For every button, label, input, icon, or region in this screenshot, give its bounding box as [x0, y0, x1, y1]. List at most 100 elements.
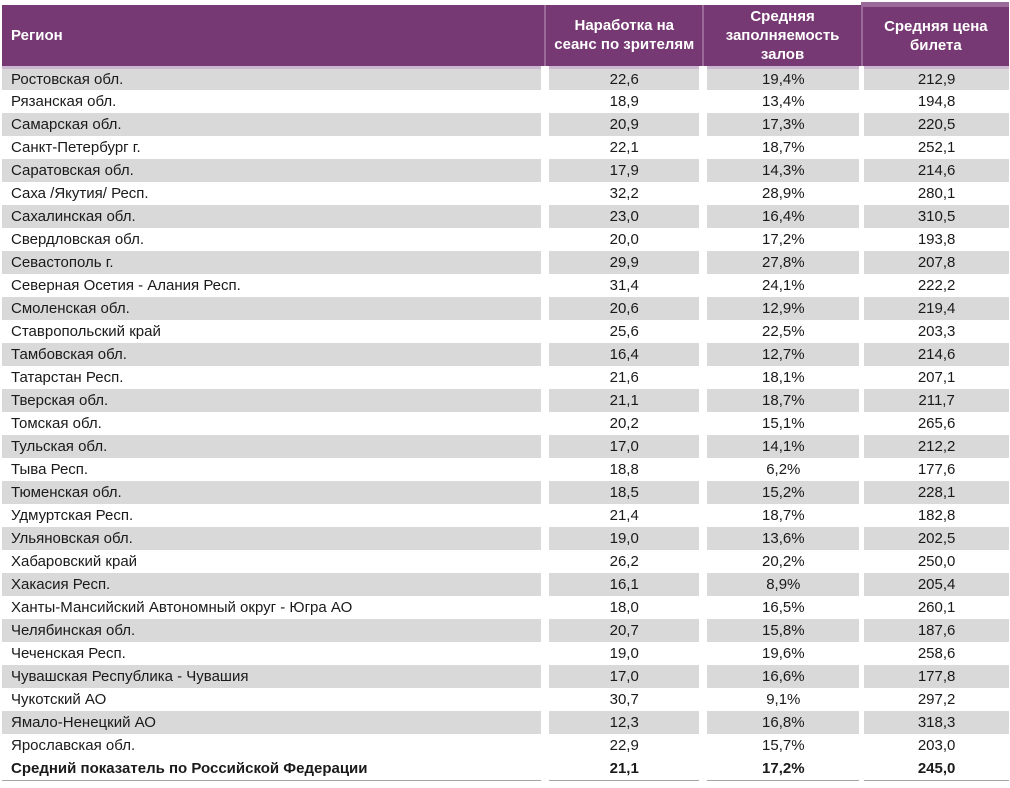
cell-ticket-price: 252,1 [859, 136, 1009, 159]
cell-per-session-attendance: 31,4 [541, 274, 704, 297]
cell-ticket-price: 177,6 [859, 458, 1009, 481]
cell-occupancy: 19,4% [699, 67, 862, 90]
cell-region: Средний показатель по Российской Федерац… [11, 759, 368, 777]
table-total-row: Средний показатель по Российской Федерац… [2, 757, 1009, 780]
cell-per-session-attendance: 25,6 [541, 320, 704, 343]
col-header-region: Регион [2, 4, 546, 69]
table-row: Хакасия Респ. 16,1 8,9% 205,4 [2, 573, 1009, 596]
cell-per-session-attendance: 19,0 [541, 642, 704, 665]
cell-region: Тыва Респ. [11, 461, 89, 478]
cell-region: Сахалинская обл. [11, 208, 136, 225]
cell-occupancy: 9,1% [699, 688, 862, 711]
cell-region: Тамбовская обл. [11, 346, 127, 363]
cell-ticket-price: 203,3 [859, 320, 1009, 343]
cell-occupancy: 17,2% [699, 757, 862, 780]
cell-region: Рязанская обл. [11, 93, 117, 110]
cell-occupancy: 27,8% [699, 251, 862, 274]
cell-occupancy: 18,7% [699, 389, 862, 412]
cell-region: Хакасия Респ. [11, 576, 111, 593]
table-row: Хабаровский край 26,2 20,2% 250,0 [2, 550, 1009, 573]
col-header-occupancy: Средняя заполняемость залов [702, 4, 862, 69]
table-row: Санкт-Петербург г. 22,1 18,7% 252,1 [2, 136, 1009, 159]
cell-region: Тульская обл. [11, 438, 108, 455]
table-row: Свердловская обл. 20,0 17,2% 193,8 [2, 228, 1009, 251]
cell-region: Саха /Якутия/ Респ. [11, 185, 149, 202]
table-row: Чеченская Респ. 19,0 19,6% 258,6 [2, 642, 1009, 665]
cell-region: Севастополь г. [11, 254, 114, 271]
table-row: Саратовская обл. 17,9 14,3% 214,6 [2, 159, 1009, 182]
table-row: Ярославская обл. 22,9 15,7% 203,0 [2, 734, 1009, 757]
table-row: Чувашская Республика - Чувашия 17,0 16,6% 1… [2, 665, 1009, 688]
cell-ticket-price: 212,2 [859, 435, 1009, 458]
cell-ticket-price: 187,6 [859, 619, 1009, 642]
cell-occupancy: 15,2% [699, 481, 862, 504]
cell-occupancy: 12,9% [699, 297, 862, 320]
cell-region: Ханты-Мансийский Автономный округ - Югра… [11, 599, 353, 616]
cell-region: Свердловская обл. [11, 231, 144, 248]
cell-region: Татарстан Респ. [11, 369, 124, 386]
cell-region: Ростовская обл. [11, 70, 124, 88]
cell-per-session-attendance: 20,7 [541, 619, 704, 642]
table-row: Севастополь г. 29,9 27,8% 207,8 [2, 251, 1009, 274]
cell-per-session-attendance: 20,2 [541, 412, 704, 435]
cell-ticket-price: 193,8 [859, 228, 1009, 251]
cell-ticket-price: 203,0 [859, 734, 1009, 757]
cell-ticket-price: 260,1 [859, 596, 1009, 619]
cell-ticket-price: 205,4 [859, 573, 1009, 596]
cell-occupancy: 16,5% [699, 596, 862, 619]
table-row: Чукотский АО 30,7 9,1% 297,2 [2, 688, 1009, 711]
table-row: Ставропольский край 25,6 22,5% 203,3 [2, 320, 1009, 343]
cell-ticket-price: 258,6 [859, 642, 1009, 665]
cell-ticket-price: 250,0 [859, 550, 1009, 573]
cell-occupancy: 18,7% [699, 504, 862, 527]
cell-ticket-price: 212,9 [859, 67, 1009, 90]
cell-ticket-price: 182,8 [859, 504, 1009, 527]
cell-occupancy: 14,1% [699, 435, 862, 458]
table-row: Челябинская обл. 20,7 15,8% 187,6 [2, 619, 1009, 642]
cell-per-session-attendance: 18,0 [541, 596, 704, 619]
cell-per-session-attendance: 19,0 [541, 527, 704, 550]
cell-per-session-attendance: 18,9 [541, 90, 704, 113]
cell-per-session-attendance: 20,6 [541, 297, 704, 320]
cell-region: Саратовская обл. [11, 162, 134, 179]
cell-region: Ярославская обл. [11, 737, 136, 754]
table-row: Саха /Якутия/ Респ. 32,2 28,9% 280,1 [2, 182, 1009, 205]
cell-occupancy: 28,9% [699, 182, 862, 205]
table-row: Тыва Респ. 18,8 6,2% 177,6 [2, 458, 1009, 481]
cell-ticket-price: 207,1 [859, 366, 1009, 389]
cell-region: Томская обл. [11, 415, 102, 432]
cell-occupancy: 24,1% [699, 274, 862, 297]
cell-ticket-price: 222,2 [859, 274, 1009, 297]
cell-region: Ульяновская обл. [11, 530, 133, 547]
cell-ticket-price: 207,8 [859, 251, 1009, 274]
table-header-row: Регион Наработка на сеанс по зрителям Ср… [2, 2, 1009, 69]
cell-per-session-attendance: 21,1 [541, 389, 704, 412]
cell-per-session-attendance: 30,7 [541, 688, 704, 711]
cell-region: Хабаровский край [11, 553, 138, 570]
cell-region: Самарская обл. [11, 116, 122, 133]
cell-occupancy: 15,8% [699, 619, 862, 642]
table-row: Рязанская обл. 18,9 13,4% 194,8 [2, 90, 1009, 113]
table-row: Тюменская обл. 18,5 15,2% 228,1 [2, 481, 1009, 504]
cell-per-session-attendance: 20,9 [541, 113, 704, 136]
cell-region: Тверская обл. [11, 392, 109, 409]
cell-occupancy: 16,6% [699, 665, 862, 688]
cell-per-session-attendance: 29,9 [541, 251, 704, 274]
cell-per-session-attendance: 22,9 [541, 734, 704, 757]
cell-occupancy: 6,2% [699, 458, 862, 481]
cell-region: Ставропольский край [11, 323, 161, 340]
cell-per-session-attendance: 21,4 [541, 504, 704, 527]
cell-region: Чукотский АО [11, 691, 107, 708]
cell-occupancy: 20,2% [699, 550, 862, 573]
table-row: Ямало-Ненецкий АО 12,3 16,8% 318,3 [2, 711, 1009, 734]
table-row: Северная Осетия - Алания Респ. 31,4 24,1% 2… [2, 274, 1009, 297]
cell-occupancy: 15,7% [699, 734, 862, 757]
cell-ticket-price: 202,5 [859, 527, 1009, 550]
cell-ticket-price: 228,1 [859, 481, 1009, 504]
cell-per-session-attendance: 16,1 [541, 573, 704, 596]
cell-ticket-price: 245,0 [859, 757, 1009, 780]
table-row: Татарстан Респ. 21,6 18,1% 207,1 [2, 366, 1009, 389]
cell-occupancy: 19,6% [699, 642, 862, 665]
cell-ticket-price: 194,8 [859, 90, 1009, 113]
